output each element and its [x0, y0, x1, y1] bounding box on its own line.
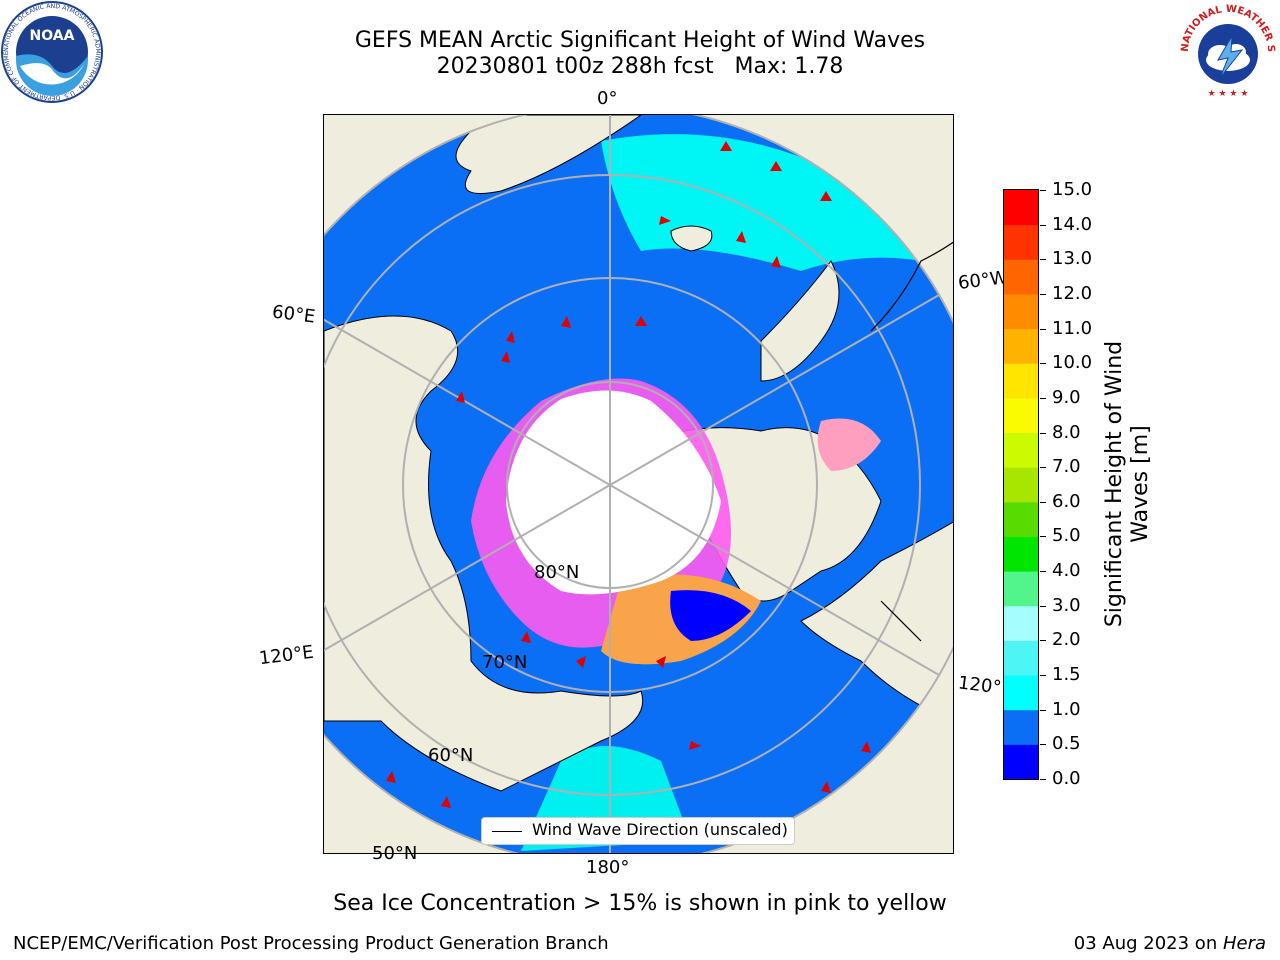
colorbar-tick-mark: [1040, 779, 1046, 780]
lat-label-50: 50°N: [372, 843, 418, 864]
wave-height-field: [324, 115, 953, 853]
colorbar-segment: [1004, 605, 1038, 641]
colorbar-tick-mark: [1040, 224, 1046, 226]
lon-label-180: 180°: [586, 857, 630, 878]
graticule: [324, 115, 953, 853]
colorbar-tick-label: 8.0: [1052, 421, 1081, 443]
colorbar-tick-label: 10.0: [1052, 352, 1093, 374]
colorbar-tick-label: 12.0: [1052, 282, 1093, 304]
colorbar-segment: [1004, 744, 1038, 779]
colorbar-segment: [1004, 432, 1038, 468]
colorbar-tick-label: 4.0: [1052, 560, 1081, 582]
lat-label-80: 80°N: [534, 562, 580, 583]
lon-label-120e: 120°E: [257, 641, 315, 670]
colorbar-tick-mark: [1040, 293, 1046, 295]
colorbar-tick-label: 1.0: [1052, 698, 1081, 720]
arctic-map: [323, 114, 954, 854]
colorbar-tick-mark: [1040, 363, 1046, 365]
colorbar-tick-mark: [1040, 640, 1046, 642]
colorbar-tick-label: 5.0: [1052, 525, 1081, 547]
colorbar-tick-mark: [1040, 675, 1046, 677]
colorbar-tick-label: 1.5: [1052, 664, 1081, 686]
map-legend: [481, 817, 795, 845]
colorbar-tick-label: 0.0: [1052, 768, 1081, 789]
colorbar-tick-label: 6.0: [1052, 490, 1081, 512]
colorbar-segment: [1004, 536, 1038, 572]
colorbar-segment: [1004, 501, 1038, 537]
colorbar-tick-label: 7.0: [1052, 456, 1081, 478]
noaa-logo: NATIONAL OCEANIC AND ATMOSPHERIC ADMINIS…: [0, 0, 104, 104]
colorbar-segment: [1004, 259, 1038, 295]
sea-ice-note: Sea Ice Concentration > 15% is shown in …: [333, 891, 947, 916]
chart-title: GEFS MEAN Arctic Significant Height of W…: [354, 28, 926, 53]
lon-label-60w: 60°W: [956, 267, 1009, 294]
colorbar-tick-label: 15.0: [1052, 179, 1093, 200]
colorbar-segment: [1004, 397, 1038, 434]
colorbar-segment: [1004, 709, 1038, 745]
colorbar-tick-label: 9.0: [1052, 386, 1081, 408]
colorbar-tick-mark: [1040, 190, 1046, 191]
lat-label-70: 70°N: [482, 652, 528, 673]
colorbar-segment: [1004, 293, 1038, 330]
colorbar-tick-label: 13.0: [1052, 248, 1093, 270]
colorbar-segment: [1004, 190, 1038, 226]
colorbar-segment: [1004, 363, 1038, 399]
colorbar-tick-mark: [1040, 501, 1046, 503]
colorbar-tick-mark: [1040, 744, 1046, 746]
svg-text:NOAA: NOAA: [30, 28, 75, 44]
colorbar-tick-mark: [1040, 328, 1046, 330]
colorbar: [1003, 189, 1039, 780]
colorbar-tick-label: 0.5: [1052, 733, 1081, 755]
colorbar-segment: [1004, 571, 1038, 607]
legend-line-icon: [492, 831, 522, 832]
chart-subtitle: 20230801 t00z 288h fcst Max: 1.78: [436, 54, 844, 79]
lon-label-60e: 60°E: [270, 301, 317, 328]
wind-wave-arrows: [386, 141, 871, 808]
footer-credit: NCEP/EMC/Verification Post Processing Pr…: [13, 933, 609, 954]
colorbar-tick-label: 14.0: [1052, 213, 1093, 235]
colorbar-segment: [1004, 640, 1038, 676]
colorbar-tick-mark: [1040, 709, 1046, 711]
colorbar-segment: [1004, 224, 1038, 260]
footer-date: 03 Aug 2023 on Hera: [1073, 933, 1266, 954]
colorbar-tick-mark: [1040, 571, 1046, 573]
colorbar-tick-label: 11.0: [1052, 317, 1093, 339]
colorbar-segment: [1004, 675, 1038, 711]
legend-label: Wind Wave Direction (unscaled): [532, 820, 788, 839]
colorbar-tick-label: 3.0: [1052, 594, 1081, 616]
colorbar-label: Significant Height of Wind Waves [m]: [1102, 340, 1153, 628]
svg-text:★ ★ ★ ★: ★ ★ ★ ★: [1208, 89, 1249, 99]
colorbar-tick-mark: [1040, 536, 1046, 538]
lon-label-0: 0°: [597, 88, 618, 109]
colorbar-segment: [1004, 328, 1038, 364]
colorbar-tick-mark: [1040, 397, 1046, 399]
colorbar-segment: [1004, 467, 1038, 503]
colorbar-tick-mark: [1040, 605, 1046, 607]
colorbar-tick-mark: [1040, 432, 1046, 434]
colorbar-tick-label: 2.0: [1052, 629, 1081, 651]
colorbar-tick-mark: [1040, 467, 1046, 469]
lat-label-60: 60°N: [428, 745, 474, 766]
colorbar-tick-mark: [1040, 259, 1046, 261]
nws-logo: NATIONAL WEATHER SERVICE ★ ★ ★ ★: [1172, 0, 1280, 104]
